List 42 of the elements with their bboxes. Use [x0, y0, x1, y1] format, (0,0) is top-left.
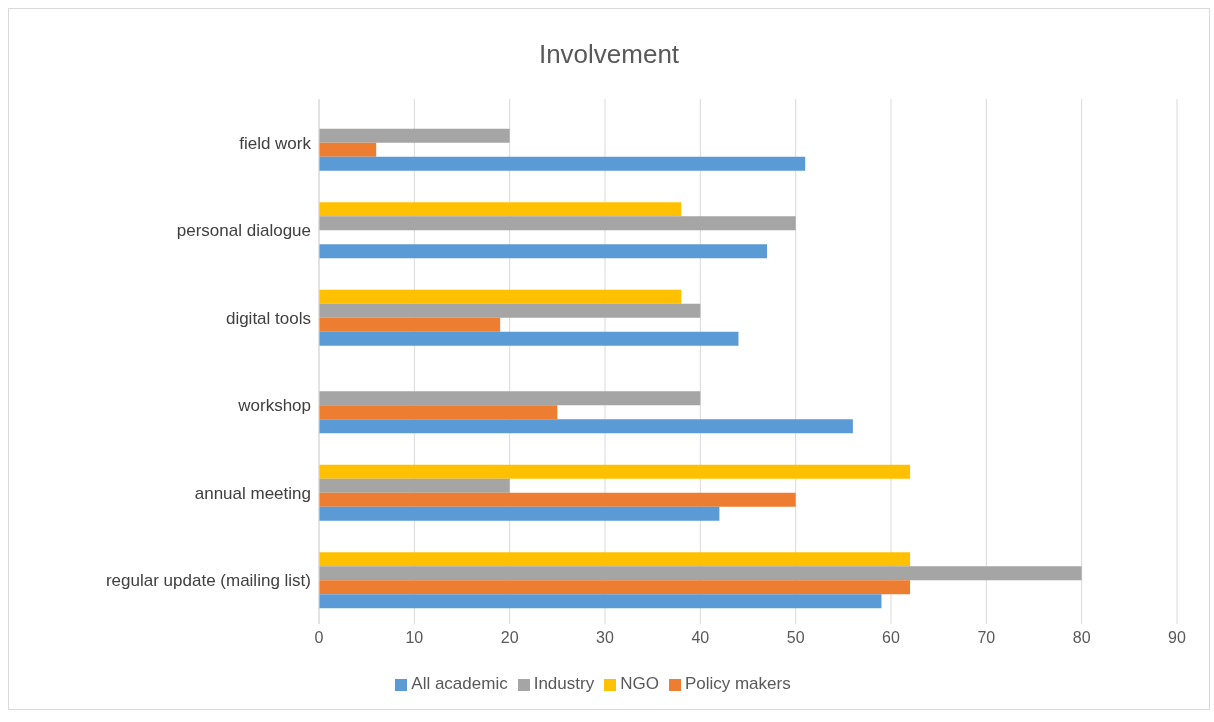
- bar: [319, 202, 682, 217]
- y-tick-label: field work: [239, 133, 312, 153]
- bar: [319, 566, 1082, 581]
- bar: [319, 594, 882, 609]
- bar: [319, 506, 720, 521]
- y-tick-label: regular update (mailing list): [105, 571, 311, 591]
- bar: [319, 244, 768, 259]
- bar: [319, 492, 796, 507]
- bar: [319, 552, 911, 567]
- legend-label: All academic: [411, 674, 508, 693]
- x-tick-label: 80: [1072, 629, 1091, 647]
- x-tick-label: 10: [405, 629, 424, 647]
- chart-title: Involvement: [537, 38, 681, 71]
- legend-label: Policy makers: [684, 674, 791, 693]
- x-tick-label: 0: [314, 629, 324, 647]
- y-tick-label: personal dialogue: [176, 221, 311, 241]
- bar: [319, 464, 911, 479]
- bar: [319, 419, 853, 434]
- y-tick-label: digital tools: [225, 308, 311, 328]
- bar: [319, 405, 558, 420]
- x-tick-label: 60: [882, 629, 900, 647]
- y-tick-label: workshop: [237, 396, 311, 416]
- bar: [319, 391, 701, 406]
- x-tick-label: 70: [977, 629, 996, 647]
- bar: [319, 478, 510, 493]
- bar: [319, 156, 806, 171]
- bar: [319, 142, 377, 157]
- x-tick-label: 40: [691, 629, 710, 647]
- bar: [319, 216, 796, 231]
- legend-label: NGO: [620, 674, 659, 693]
- bar: [319, 128, 510, 143]
- bar: [319, 289, 682, 304]
- x-tick-label: 90: [1168, 629, 1186, 647]
- bar: [319, 303, 701, 318]
- legend-label: Industry: [533, 674, 595, 693]
- bar: [319, 317, 501, 332]
- bar: [319, 331, 739, 346]
- x-tick-label: 30: [596, 629, 614, 647]
- y-tick-label: annual meeting: [194, 483, 311, 503]
- x-tick-label: 20: [500, 629, 519, 647]
- x-tick-label: 50: [786, 629, 805, 647]
- bar: [319, 580, 911, 595]
